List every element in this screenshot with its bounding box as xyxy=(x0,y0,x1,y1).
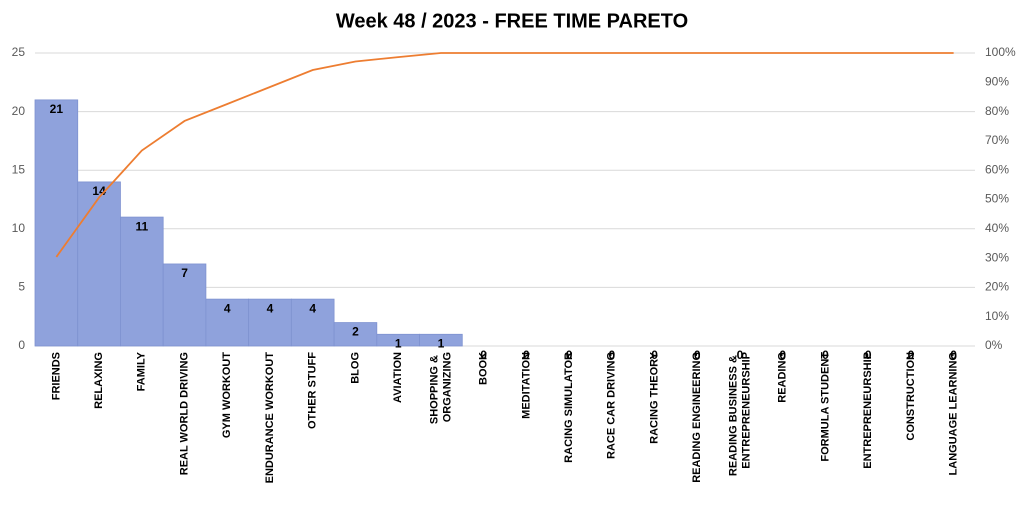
data-label: 21 xyxy=(50,102,64,116)
data-label: 0 xyxy=(566,348,573,362)
bar xyxy=(205,298,250,347)
data-label: 0 xyxy=(908,348,915,362)
y2-tick-label: 40% xyxy=(985,221,1009,235)
y2-tick-label: 50% xyxy=(985,192,1009,206)
x-tick-label: READING ENGINEERING xyxy=(691,352,703,483)
y2-tick-label: 10% xyxy=(985,309,1009,323)
cumulative-line xyxy=(55,52,954,258)
x-tick-label: ENDURANCE WORKOUT xyxy=(264,352,276,484)
y-tick-label: 20 xyxy=(12,104,26,118)
data-label: 0 xyxy=(737,348,744,362)
y-tick-label: 10 xyxy=(12,221,26,235)
x-tick-label: RACING SIMULATOR xyxy=(563,352,575,463)
x-tick-label: REAL WORLD DRIVING xyxy=(178,352,190,475)
y2-tick-label: 20% xyxy=(985,280,1009,294)
data-label: 2 xyxy=(352,325,359,339)
y2-tick-label: 70% xyxy=(985,133,1009,147)
x-tick-label: GYM WORKOUT xyxy=(221,352,233,438)
x-tick-label: CONSTRUCTION xyxy=(905,352,917,441)
data-label: 4 xyxy=(267,301,274,315)
data-label: 0 xyxy=(865,348,872,362)
x-tick-label: AVIATION xyxy=(392,352,404,403)
data-label: 0 xyxy=(651,348,658,362)
y2-tick-label: 80% xyxy=(985,104,1009,118)
chart-title: Week 48 / 2023 - FREE TIME PARETO xyxy=(336,10,688,32)
y2-tick-label: 90% xyxy=(985,74,1009,88)
y2-tick-label: 60% xyxy=(985,162,1009,176)
data-label: 11 xyxy=(135,219,148,233)
x-tick-label: RACING THEORY xyxy=(648,351,660,444)
x-tick-label: SHOPPING & ORGANIZING xyxy=(428,352,453,424)
x-tick-label: FORMULA STUDENT xyxy=(819,352,831,462)
x-tick-label: LANGUAGE LEARNING xyxy=(948,352,960,475)
y-tick-label: 0 xyxy=(18,338,25,352)
y2-tick-label: 30% xyxy=(985,250,1009,264)
bar xyxy=(290,298,335,347)
x-tick-label: RELAXING xyxy=(93,352,105,409)
y2-tick-label: 100% xyxy=(985,45,1016,59)
x-tick-label: OTHER STUFF xyxy=(307,352,319,429)
x-tick-label: BLOG xyxy=(349,352,361,384)
data-label: 0 xyxy=(822,348,829,362)
data-label: 4 xyxy=(309,301,316,315)
data-label: 7 xyxy=(181,266,188,280)
y2-tick-label: 0% xyxy=(985,338,1003,352)
data-label: 0 xyxy=(523,348,530,362)
bar xyxy=(162,263,207,347)
data-label: 1 xyxy=(395,336,402,350)
bar xyxy=(248,298,292,347)
bar xyxy=(34,99,79,347)
bar xyxy=(77,181,121,347)
y-tick-label: 25 xyxy=(12,45,26,59)
x-tick-label: FRIENDS xyxy=(50,352,62,400)
data-label: 0 xyxy=(694,348,701,362)
bar xyxy=(120,216,164,347)
x-tick-label: READING BUSINESS & ENTREPRENEURSHIP xyxy=(727,352,752,476)
y-tick-label: 5 xyxy=(18,280,25,294)
x-tick-label: BOOK xyxy=(478,352,490,385)
data-label: 1 xyxy=(438,336,445,350)
data-label: 0 xyxy=(950,348,957,362)
x-tick-label: MEDITATION xyxy=(520,352,532,419)
data-label: 4 xyxy=(224,301,231,315)
data-label: 0 xyxy=(608,348,615,362)
x-tick-label: RACE CAR DRIVING xyxy=(606,352,618,459)
bar xyxy=(419,333,463,347)
x-tick-label: ENTREPRENEURSHIP xyxy=(862,352,874,469)
data-label: 0 xyxy=(779,348,786,362)
x-tick-label: READING xyxy=(777,352,789,403)
data-label: 0 xyxy=(480,348,487,362)
x-tick-label: FAMILY xyxy=(136,351,148,391)
y-tick-label: 15 xyxy=(12,162,26,176)
